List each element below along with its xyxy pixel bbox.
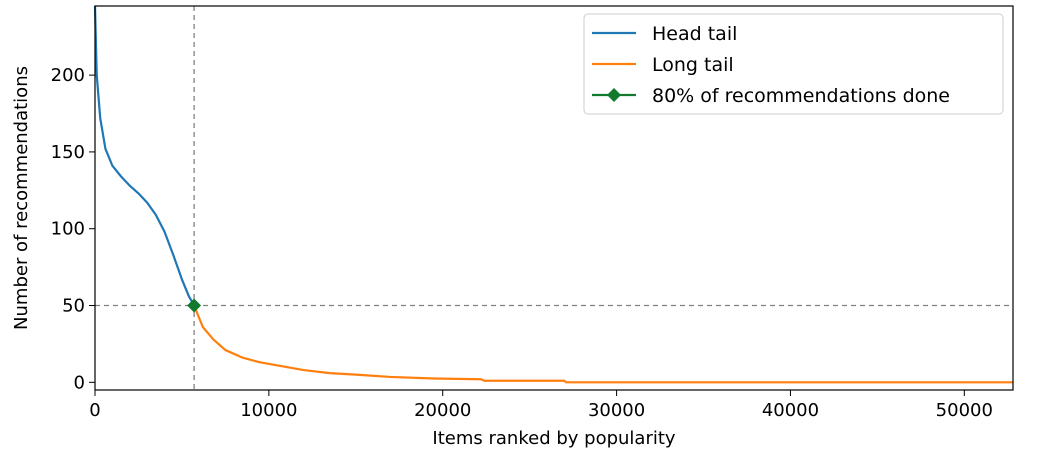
x-tick-label: 0 xyxy=(89,400,100,421)
x-axis-label: Items ranked by popularity xyxy=(432,428,675,449)
y-tick-label: 150 xyxy=(51,142,85,163)
y-tick-label: 50 xyxy=(62,296,85,317)
plot-frame xyxy=(94,5,1014,391)
reference-lines xyxy=(95,6,1013,390)
x-tick-label: 30000 xyxy=(588,400,645,421)
legend-box xyxy=(583,13,1004,115)
legend-marker xyxy=(607,88,621,102)
y-tick-label: 0 xyxy=(74,372,85,393)
y-axis-label: Number of recommendations xyxy=(11,66,32,330)
series-line-long-tail xyxy=(193,305,1013,384)
legend-label: Long tail xyxy=(652,54,734,76)
milestone-marker xyxy=(187,298,202,313)
x-tick-label: 10000 xyxy=(240,400,297,421)
y-tick-label: 100 xyxy=(51,219,85,240)
x-tick-label: 40000 xyxy=(762,400,819,421)
series-line-head-tail xyxy=(93,5,196,307)
x-axis: 0 10000 20000 30000 40000 50000 xyxy=(89,390,993,421)
x-tick-label: 50000 xyxy=(936,400,993,421)
legend-label: 80% of recommendations done xyxy=(652,85,950,107)
y-axis: 0 50 100 150 200 xyxy=(51,65,95,393)
legend: Head tail Long tail 80% of recommendations… xyxy=(583,13,1004,115)
legend-label: Head tail xyxy=(652,23,737,45)
y-tick-label: 200 xyxy=(51,65,85,86)
series-layer xyxy=(93,5,1013,384)
x-tick-label: 20000 xyxy=(414,400,471,421)
